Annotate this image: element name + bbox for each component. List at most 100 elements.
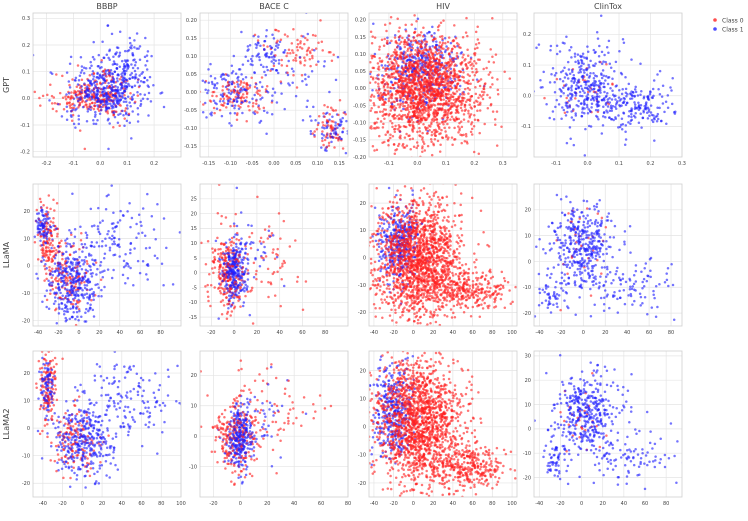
point-class1 [664, 100, 668, 104]
point-class1 [640, 126, 643, 129]
point-class1 [74, 126, 77, 129]
point-class0 [241, 93, 245, 96]
point-class0 [457, 99, 461, 102]
point-class0 [409, 101, 412, 104]
point-class0 [296, 49, 299, 52]
point-class1 [63, 306, 67, 310]
point-class1 [41, 256, 44, 259]
point-class0 [265, 84, 269, 88]
point-class1 [270, 56, 274, 59]
point-class1 [72, 286, 76, 290]
point-class0 [381, 126, 385, 129]
point-class0 [488, 71, 492, 74]
point-class1 [656, 73, 659, 76]
point-class1 [67, 294, 70, 298]
point-class1 [162, 217, 166, 220]
point-class1 [122, 259, 126, 263]
point-class0 [543, 96, 546, 100]
point-class1 [240, 86, 243, 90]
point-class0 [118, 77, 122, 81]
point-class1 [614, 60, 618, 64]
point-class1 [78, 309, 81, 313]
point-class1 [96, 71, 99, 75]
point-class0 [489, 48, 492, 51]
point-class0 [455, 117, 458, 121]
point-class1 [111, 76, 115, 79]
point-class1 [92, 75, 96, 78]
point-class0 [479, 101, 482, 104]
point-class0 [473, 73, 477, 77]
point-class1 [230, 82, 234, 86]
point-class1 [122, 265, 126, 269]
point-class1 [108, 236, 111, 240]
y-tick-label: -0.20 [353, 155, 366, 161]
point-class1 [54, 299, 57, 303]
point-class1 [619, 98, 623, 101]
point-class1 [128, 101, 131, 104]
point-class1 [386, 36, 389, 40]
point-class1 [630, 90, 633, 93]
point-class1 [138, 45, 142, 48]
point-class1 [88, 294, 91, 298]
point-class1 [580, 114, 583, 118]
point-class1 [568, 126, 572, 129]
point-class0 [394, 55, 398, 59]
point-class0 [280, 64, 284, 67]
point-class1 [115, 51, 118, 54]
point-class1 [417, 56, 421, 60]
point-class1 [92, 118, 95, 122]
point-class0 [411, 123, 414, 126]
point-class1 [80, 267, 84, 271]
point-class1 [649, 111, 653, 114]
point-class1 [308, 115, 312, 118]
point-class1 [68, 228, 71, 232]
point-class0 [489, 85, 492, 89]
point-class1 [95, 241, 99, 244]
point-class0 [72, 244, 75, 248]
point-class0 [446, 118, 449, 121]
point-class1 [581, 94, 584, 98]
point-class1 [56, 264, 60, 268]
point-class0 [421, 51, 425, 55]
point-class0 [42, 254, 46, 257]
point-class0 [54, 286, 58, 289]
y-tick-label: 0.05 [355, 69, 366, 75]
point-class0 [399, 115, 403, 118]
point-class1 [55, 227, 58, 230]
point-class0 [64, 296, 67, 300]
point-class0 [396, 144, 400, 148]
point-class1 [570, 68, 574, 72]
point-class0 [417, 98, 421, 101]
point-class1 [37, 217, 40, 220]
point-class1 [265, 54, 268, 58]
point-class1 [128, 77, 132, 80]
point-class0 [248, 86, 252, 89]
point-class1 [420, 54, 423, 57]
point-class0 [42, 204, 45, 207]
point-class0 [428, 70, 431, 74]
point-class1 [205, 116, 208, 119]
point-class1 [122, 79, 125, 82]
point-class1 [598, 85, 601, 88]
point-class1 [226, 102, 229, 105]
point-class1 [310, 119, 313, 122]
point-class1 [554, 71, 558, 75]
point-class0 [446, 77, 450, 81]
point-class1 [65, 118, 69, 121]
point-class1 [112, 253, 115, 257]
point-class1 [313, 48, 316, 52]
point-class1 [139, 220, 142, 224]
point-class0 [402, 59, 405, 63]
point-class0 [390, 171, 393, 174]
point-class1 [574, 112, 577, 115]
point-class1 [261, 96, 264, 99]
point-class1 [658, 69, 662, 73]
point-class1 [402, 107, 405, 111]
plot-frame [368, 12, 518, 158]
point-class0 [451, 143, 454, 146]
point-class1 [399, 98, 402, 102]
point-class1 [67, 91, 71, 95]
point-class0 [378, 88, 381, 91]
point-class1 [92, 122, 96, 125]
point-class1 [388, 41, 392, 45]
